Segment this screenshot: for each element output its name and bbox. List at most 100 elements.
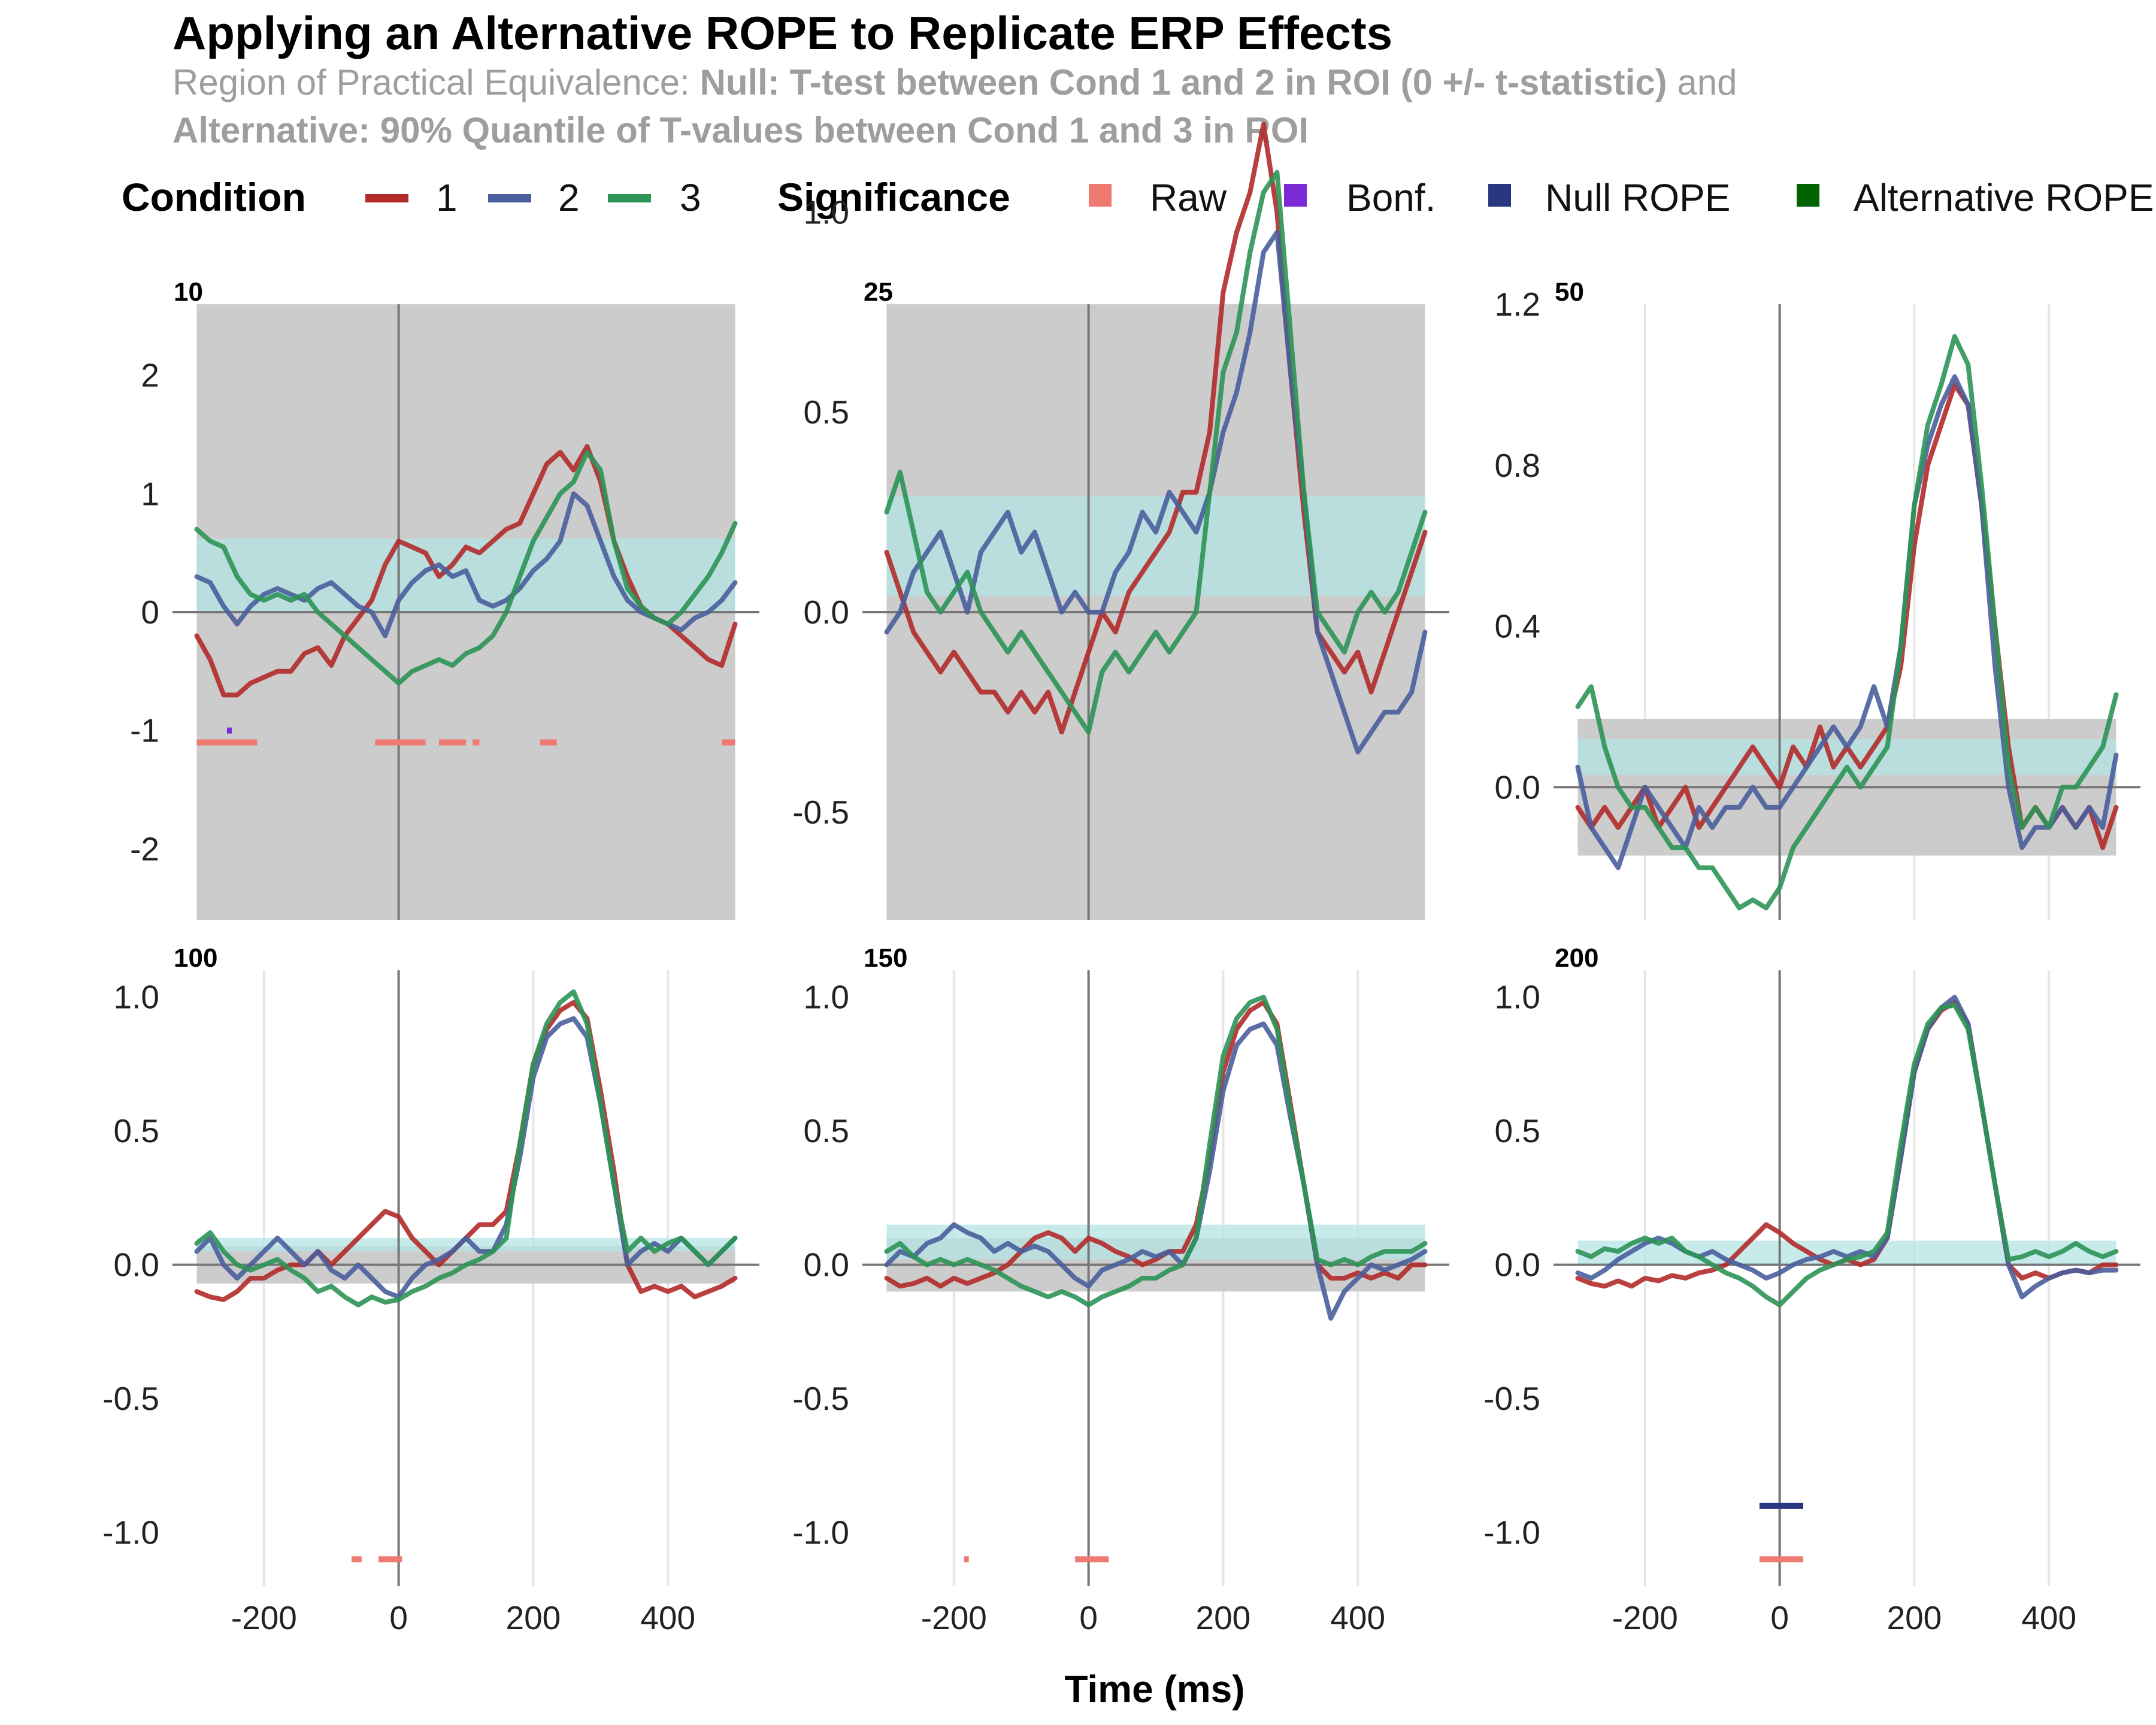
series-line-1 [884,1000,1428,1289]
y-tick-label: 0.0 [1495,1246,1540,1284]
alt-rope-band [886,1224,1425,1260]
panel-title: 100 [174,943,217,973]
panel-10: -2 -1 0 1 2 10 [130,277,759,920]
sig-bar-raw [1075,1556,1109,1563]
y-tick-label: -1.0 [792,1514,849,1551]
sig-bar-raw [1759,1556,1803,1563]
y-tick-label: 0.5 [804,1112,849,1149]
sig-bar-raw [375,739,426,746]
legend-swatch-alt-rope [1797,184,1819,207]
y-tick-label: 1.0 [114,979,159,1016]
panel-50: 0.0 0.4 0.8 1.2 50 [1495,277,2140,920]
series-line-3 [1575,334,2119,910]
legend-label-2: 2 [558,176,580,219]
series-line-2 [194,491,738,638]
y-tick-label: 0.0 [804,594,849,631]
x-tick-label: 400 [2021,1599,2076,1636]
legend-label-alt-rope: Alternative ROPE [1854,176,2154,219]
y-tick-label: 0.8 [1495,447,1540,484]
y-tick-label: 1 [141,475,159,512]
alt-rope-band [196,1237,735,1252]
x-tick-label: 200 [1196,1599,1251,1636]
series-line-2 [884,1021,1428,1321]
x-axis-label: Time (ms) [1064,1668,1244,1711]
series-line-1 [884,122,1428,735]
sig-bar-raw [378,1556,402,1563]
series-line-2 [884,229,1428,755]
subtitle-line1-post: and [1667,62,1737,102]
legend-sig-alt-rope: Alternative ROPE [1797,176,2154,219]
sig-bar-raw [964,1556,969,1563]
x-tick-label: 400 [1330,1599,1385,1636]
x-tick-label: -200 [1612,1599,1678,1636]
legend-condition-1: 1 [365,176,458,219]
y-tick-label: 0.4 [1495,608,1540,645]
y-tick-label: -0.5 [102,1380,159,1417]
sig-bar-null-rope [1759,1502,1803,1509]
panel-title: 200 [1555,943,1598,973]
series-line-3 [884,994,1428,1308]
legend-sig-bonf: Bonf. [1284,176,1436,219]
y-tick-label: 0.5 [804,394,849,431]
x-tick-label: 0 [389,1599,408,1636]
y-tick-label: 1.0 [804,193,849,231]
panel-title: 150 [864,943,907,973]
panel-100: -1.0 -0.5 0.0 0.5 1.0 -200 0 200 400 100 [102,943,759,1636]
y-tick-label: -1 [130,712,159,749]
legend-label-null-rope: Null ROPE [1545,176,1730,219]
x-tick-label: 0 [1079,1599,1098,1636]
panel-200: -1.0 -0.5 0.0 0.5 1.0 -200 0 200 400 200 [1483,943,2140,1636]
legend-swatch-2 [488,194,531,202]
x-tick-label: 0 [1770,1599,1789,1636]
legend-sig-raw: Raw [1089,176,1227,219]
series-line-3 [194,450,738,686]
y-tick-label: 1.0 [1495,979,1540,1016]
sig-bar-raw [439,739,466,746]
y-tick-label: -0.5 [1483,1380,1540,1417]
legend-swatch-1 [365,194,408,202]
sig-bar-raw [473,739,480,746]
legend-label-1: 1 [436,176,458,219]
y-tick-label: -0.5 [792,794,849,831]
y-tick-label: 0.5 [1495,1112,1540,1149]
panel-title: 50 [1555,277,1584,307]
legend-significance-title: Significance [777,175,1010,219]
sig-bar-raw [351,1556,362,1563]
y-tick-label: 0.0 [114,1246,159,1284]
alt-rope-band [886,496,1425,597]
panel-title: 25 [864,277,893,307]
legend-swatch-bonf [1284,184,1307,207]
series-line-2 [1575,374,2119,870]
legend-condition-2: 2 [488,176,580,219]
x-tick-label: 200 [1887,1599,1942,1636]
y-tick-label: 1.0 [804,979,849,1016]
panel-150: -1.0 -0.5 0.0 0.5 1.0 -200 0 200 400 150 [792,943,1449,1636]
y-tick-label: 0.0 [804,1246,849,1284]
legend-condition-3: 3 [608,176,701,219]
y-tick-label: 2 [141,357,159,394]
series-line-3 [194,989,738,1308]
sig-bar-raw [196,739,258,746]
panel-25: -0.5 0.0 0.5 1.0 25 [792,122,1449,920]
subtitle-line1-bold: Null: T-test between Cond 1 and 2 in ROI… [700,62,1667,102]
x-tick-label: 200 [506,1599,561,1636]
legend: Condition 1 2 3 Significance Raw Bonf. N… [122,175,2154,219]
legend-swatch-3 [608,194,651,202]
subtitle-line1-pre: Region of Practical Equivalence: [172,62,700,102]
sig-bar-bonf- [227,727,232,734]
legend-label-3: 3 [680,176,701,219]
legend-swatch-null-rope [1488,184,1511,207]
chart-subtitle-line1: Region of Practical Equivalence: Null: T… [172,62,1737,102]
legend-label-bonf: Bonf. [1346,176,1436,219]
sig-bar-raw [722,739,735,746]
chart-title: Applying an Alternative ROPE to Replicat… [172,7,1392,59]
series-line-3 [884,170,1428,735]
series-line-3 [1575,1003,2119,1308]
legend-swatch-raw [1089,184,1112,207]
y-tick-label: 0.5 [114,1112,159,1149]
x-tick-label: -200 [921,1599,987,1636]
y-tick-label: 0 [141,594,159,631]
y-tick-label: 1.2 [1495,286,1540,323]
